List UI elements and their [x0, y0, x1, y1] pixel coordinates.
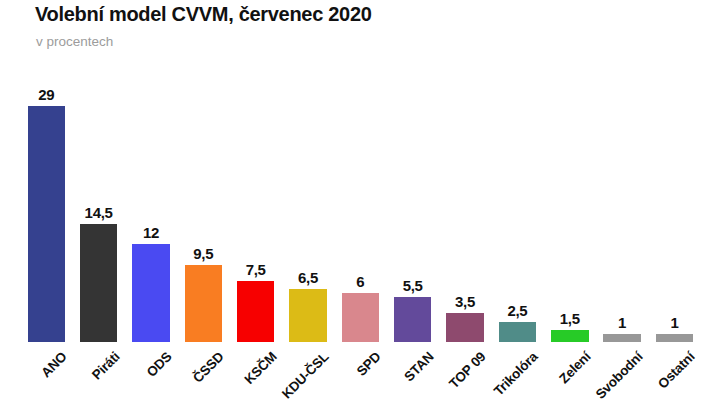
bar-value-label-ks-m: 7,5	[226, 261, 286, 278]
bar-value-label-zelen-: 1,5	[540, 310, 600, 327]
bar-value-label-stan: 5,5	[383, 277, 443, 294]
bar-ks-m	[237, 281, 275, 342]
bar-kdu-sl	[289, 289, 327, 342]
bar-trikol-ra	[499, 322, 537, 342]
bar-svobodn-	[603, 334, 641, 342]
bar-value-label-spd: 6	[330, 273, 390, 290]
bar-value-label-top-09: 3,5	[435, 293, 495, 310]
bar-ods	[132, 244, 170, 342]
bar-pir-ti	[80, 224, 118, 342]
bar-value-label-pir-ti: 14,5	[69, 204, 129, 221]
bar-zelen-	[551, 330, 589, 342]
bar-ano	[28, 106, 66, 342]
bar-value-label--ssd: 9,5	[173, 245, 233, 262]
bar-ostatn-	[656, 334, 694, 342]
bar-value-label-svobodn-: 1	[592, 314, 652, 331]
bar-value-label-ostatn-: 1	[644, 314, 704, 331]
bar--ssd	[185, 265, 223, 342]
bar-spd	[342, 293, 380, 342]
bar-chart: 29ANO14,5Piráti12ODS9,5ČSSD7,5KSČM6,5KDU…	[0, 0, 720, 405]
bar-value-label-ods: 12	[121, 224, 181, 241]
bar-value-label-kdu-sl: 6,5	[278, 269, 338, 286]
bar-top-09	[446, 313, 484, 342]
bar-stan	[394, 297, 432, 342]
bar-value-label-ano: 29	[16, 86, 76, 103]
bar-value-label-trikol-ra: 2,5	[487, 302, 547, 319]
x-axis-label-ano: ANO	[0, 349, 70, 405]
